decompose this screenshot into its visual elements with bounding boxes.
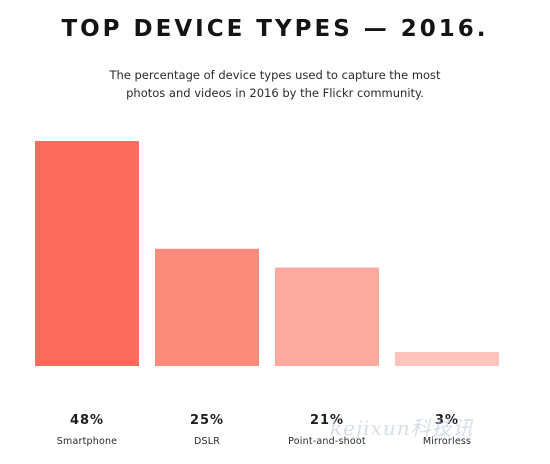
category-label-smartphone: Smartphone bbox=[56, 436, 118, 447]
category-label-mirrorless: Mirrorless bbox=[422, 436, 472, 447]
subtitle-line-2: photos and videos in 2016 by the Flickr … bbox=[126, 86, 424, 100]
chart-subtitle: The percentage of device types used to c… bbox=[75, 66, 475, 102]
subtitle-line-1: The percentage of device types used to c… bbox=[109, 68, 441, 82]
watermark: kejixun科技讯 bbox=[330, 416, 474, 440]
bar-dslr bbox=[155, 248, 259, 366]
value-label-mirrorless: 3% bbox=[434, 413, 460, 428]
category-label-point-and-shoot: Point-and-shoot bbox=[288, 436, 366, 447]
bar-mirrorless bbox=[395, 351, 499, 366]
bar-smartphone bbox=[35, 141, 139, 366]
chart-title: TOP DEVICE TYPES — 2016. bbox=[61, 16, 489, 42]
value-label-point-and-shoot: 21% bbox=[309, 413, 345, 428]
value-label-smartphone: 48% bbox=[69, 413, 105, 428]
bar-point-and-shoot bbox=[275, 267, 379, 366]
category-label-dslr: DSLR bbox=[193, 436, 221, 447]
value-label-dslr: 25% bbox=[189, 413, 225, 428]
